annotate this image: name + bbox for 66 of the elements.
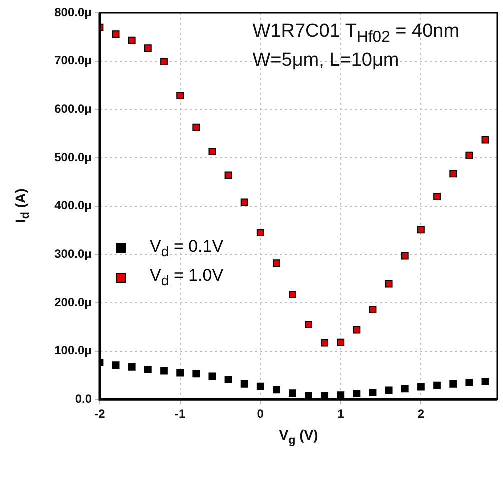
point (289, 390, 296, 397)
y-tick-label: 100.0μ (54, 344, 92, 358)
point (369, 389, 377, 397)
point (224, 172, 232, 180)
x-tick-label: 2 (418, 407, 425, 422)
point (450, 380, 458, 388)
point (128, 36, 136, 44)
point (434, 192, 441, 200)
point (450, 170, 458, 178)
point (482, 136, 490, 144)
y-tick-label: 800.0μ (54, 5, 92, 20)
point (385, 386, 393, 394)
annotation: W1R7C01 T$_{Hf02}$ = 40nm (252, 21, 460, 47)
point (160, 367, 168, 375)
x-tick-label: -1 (174, 407, 186, 422)
point (112, 30, 120, 38)
point (305, 321, 312, 328)
y-tick-label: 300.0μ (54, 246, 92, 261)
point (256, 229, 264, 237)
y-tick-label: 700.0μ (54, 54, 92, 68)
x-tick-label: 1 (338, 407, 345, 422)
point (321, 339, 329, 347)
point (289, 291, 296, 298)
point (192, 124, 200, 132)
point (305, 392, 312, 400)
x-tick-label: 0 (257, 407, 264, 422)
y-tick-label: 600.0μ (54, 102, 92, 116)
point (208, 372, 216, 380)
point (256, 382, 264, 390)
point (385, 280, 393, 288)
point (240, 198, 248, 206)
y-tick-label: 400.0μ (54, 198, 92, 213)
point (434, 382, 441, 390)
point (176, 92, 184, 100)
point (176, 369, 184, 377)
x-tick-label: -2 (94, 407, 106, 422)
point (418, 226, 425, 234)
point (144, 366, 152, 374)
point (466, 152, 474, 160)
point (466, 379, 474, 386)
y-tick-label: 500.0μ (54, 150, 92, 164)
y-tick-label: 0.0 (75, 392, 92, 406)
point (224, 376, 232, 384)
x-axis-title: V$_{g}$ (V) (279, 426, 318, 446)
point (272, 260, 280, 268)
annotation: W=5μm, L=10μm (252, 50, 400, 72)
point (192, 370, 200, 378)
point (144, 44, 152, 52)
point (401, 252, 409, 260)
point (369, 306, 377, 314)
point (482, 378, 490, 386)
point (337, 392, 345, 399)
point (128, 364, 136, 371)
point (208, 148, 216, 156)
point (418, 383, 425, 391)
legend-label: V$_{d}$ = 0.1V (150, 236, 224, 260)
point (160, 58, 168, 66)
point (401, 385, 409, 393)
y-tick-label: 200.0μ (54, 295, 92, 310)
point (353, 390, 361, 398)
point (112, 362, 120, 369)
point (337, 338, 345, 346)
point (353, 326, 361, 334)
point (272, 386, 280, 394)
legend-label: V$_{d}$ = 1.0V (150, 266, 224, 290)
point (240, 380, 248, 388)
